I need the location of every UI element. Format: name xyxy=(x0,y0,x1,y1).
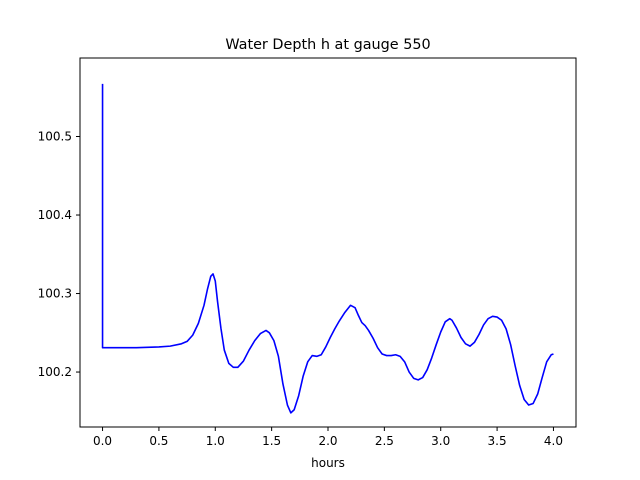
y-tick-label: 100.3 xyxy=(38,287,72,301)
x-tick-label: 2.5 xyxy=(375,434,394,448)
x-tick-label: 3.0 xyxy=(431,434,450,448)
y-tick-label: 100.4 xyxy=(38,208,72,222)
y-tick-label: 100.5 xyxy=(38,130,72,144)
plot-area: 0.0 0.5 1.0 1.5 2.0 2.5 3.0 3.5 4.0 100.2100.310… xyxy=(38,57,577,448)
x-tick-label: 1.5 xyxy=(262,434,281,448)
water-depth-series-line xyxy=(101,83,554,414)
x-tick-label: 3.5 xyxy=(488,434,507,448)
x-tick-label: 4.0 xyxy=(544,434,563,448)
x-tick-label: 0.0 xyxy=(93,434,112,448)
x-tick-label: 1.0 xyxy=(206,434,225,448)
x-axis-label: hours xyxy=(311,456,345,470)
x-axis-ticks: 0.0 0.5 1.0 1.5 2.0 2.5 3.0 3.5 4.0 xyxy=(93,427,563,448)
y-axis-ticks: 100.2 100.3 100.4 100.5 xyxy=(38,130,80,379)
x-tick-label: 0.5 xyxy=(149,434,168,448)
y-tick-label: 100.2 xyxy=(38,365,72,379)
x-tick-label: 2.0 xyxy=(318,434,337,448)
chart-title: Water Depth h at gauge 550 xyxy=(225,37,430,53)
